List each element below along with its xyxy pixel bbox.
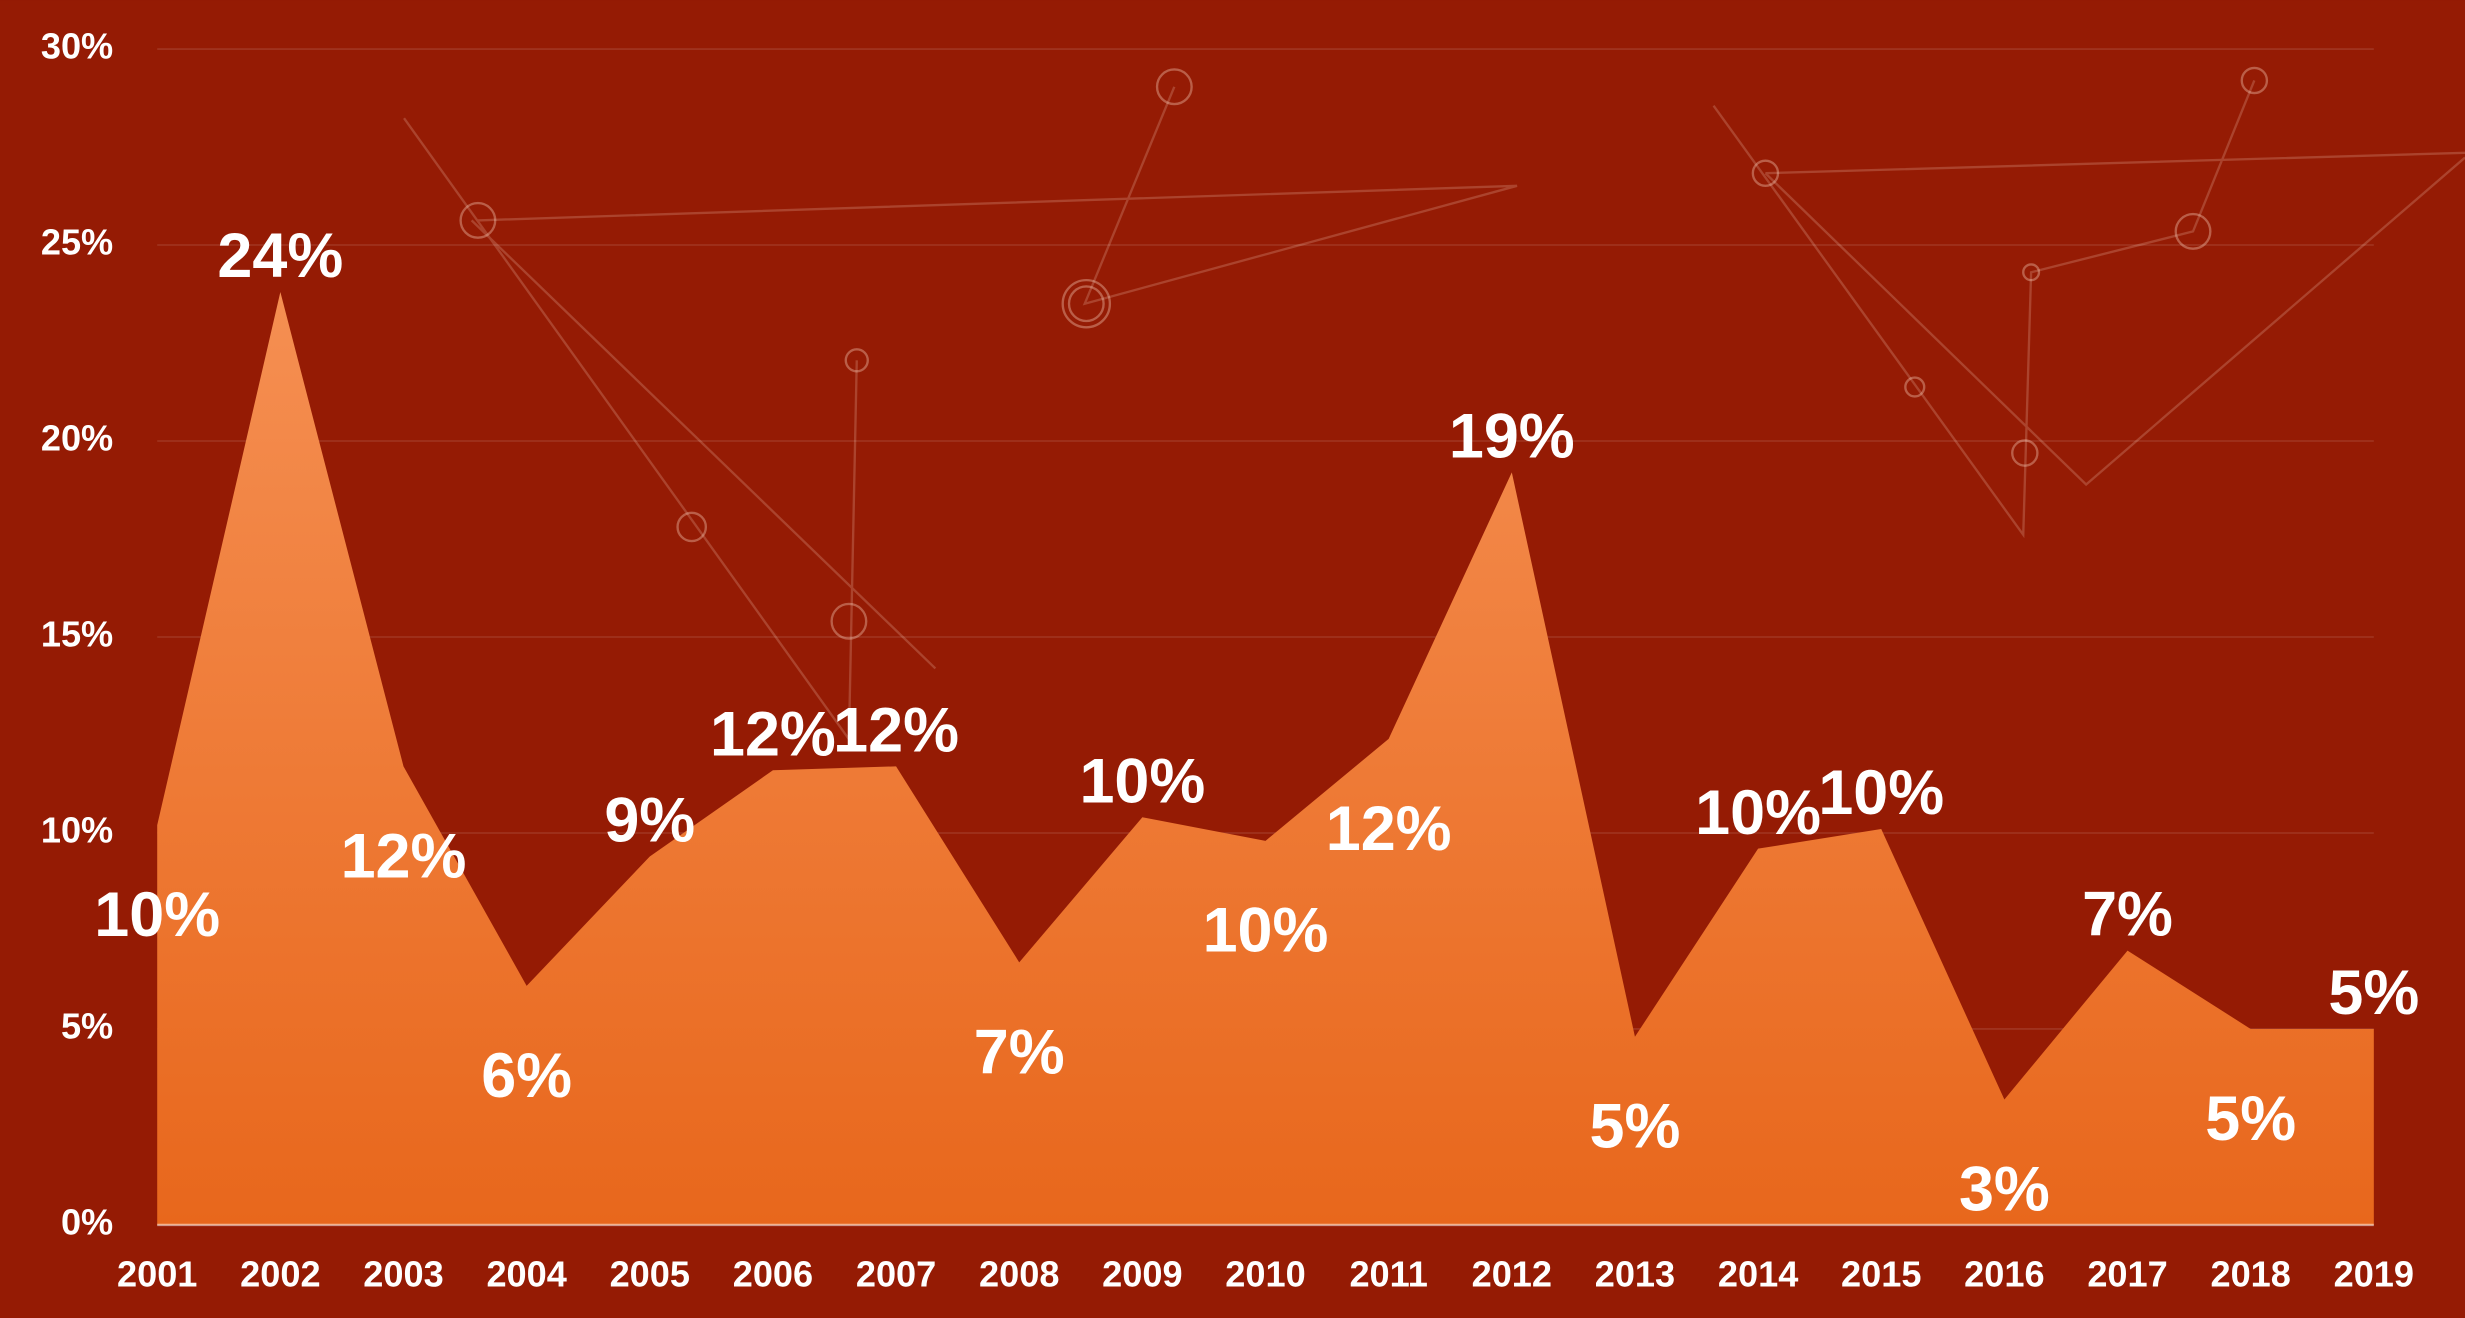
y-tick-label: 0% bbox=[61, 1201, 113, 1242]
x-tick-label: 2011 bbox=[1349, 1253, 1427, 1294]
y-tick-label: 15% bbox=[41, 614, 113, 655]
y-tick-label: 5% bbox=[61, 1006, 113, 1047]
value-label: 5% bbox=[2328, 958, 2419, 1028]
x-tick-label: 2018 bbox=[2210, 1253, 2290, 1294]
value-label: 5% bbox=[2205, 1084, 2296, 1154]
value-label: 12% bbox=[833, 696, 959, 766]
value-label: 5% bbox=[1590, 1092, 1681, 1162]
value-label: 10% bbox=[1695, 778, 1821, 848]
value-label: 10% bbox=[1818, 758, 1944, 828]
value-label: 10% bbox=[1203, 896, 1329, 966]
x-tick-label: 2009 bbox=[1102, 1253, 1182, 1294]
x-tick-label: 2013 bbox=[1595, 1253, 1675, 1294]
x-tick-label: 2006 bbox=[733, 1253, 813, 1294]
x-tick-label: 2014 bbox=[1718, 1253, 1798, 1294]
y-tick-label: 25% bbox=[41, 222, 113, 263]
value-label: 7% bbox=[2082, 880, 2173, 950]
x-tick-label: 2004 bbox=[486, 1253, 566, 1294]
value-label: 9% bbox=[604, 786, 695, 856]
value-label: 12% bbox=[710, 699, 836, 769]
x-tick-label: 2003 bbox=[363, 1253, 443, 1294]
value-label: 6% bbox=[481, 1041, 572, 1111]
y-tick-label: 30% bbox=[41, 26, 113, 67]
value-label: 10% bbox=[94, 880, 220, 950]
value-label: 12% bbox=[1326, 794, 1452, 864]
decoration bbox=[403, 66, 2465, 743]
value-label: 10% bbox=[1079, 746, 1205, 816]
y-tick-label: 20% bbox=[41, 418, 113, 459]
x-tick-label: 2007 bbox=[856, 1253, 936, 1294]
x-tick-label: 2008 bbox=[979, 1253, 1059, 1294]
x-tick-label: 2019 bbox=[2334, 1253, 2414, 1294]
x-tick-label: 2001 bbox=[117, 1253, 197, 1294]
x-tick-label: 2010 bbox=[1225, 1253, 1305, 1294]
x-tick-label: 2015 bbox=[1841, 1253, 1921, 1294]
x-tick-label: 2012 bbox=[1472, 1253, 1552, 1294]
x-tick-label: 2016 bbox=[1964, 1253, 2044, 1294]
x-tick-label: 2005 bbox=[610, 1253, 690, 1294]
value-label: 24% bbox=[217, 221, 343, 291]
value-label: 7% bbox=[974, 1017, 1065, 1087]
area bbox=[157, 292, 2374, 1225]
y-tick-label: 10% bbox=[41, 810, 113, 851]
value-label: 19% bbox=[1449, 402, 1575, 472]
value-label: 3% bbox=[1959, 1154, 2050, 1224]
x-tick-label: 2017 bbox=[2087, 1253, 2167, 1294]
x-tick-label: 2002 bbox=[240, 1253, 320, 1294]
value-label: 12% bbox=[341, 821, 467, 891]
